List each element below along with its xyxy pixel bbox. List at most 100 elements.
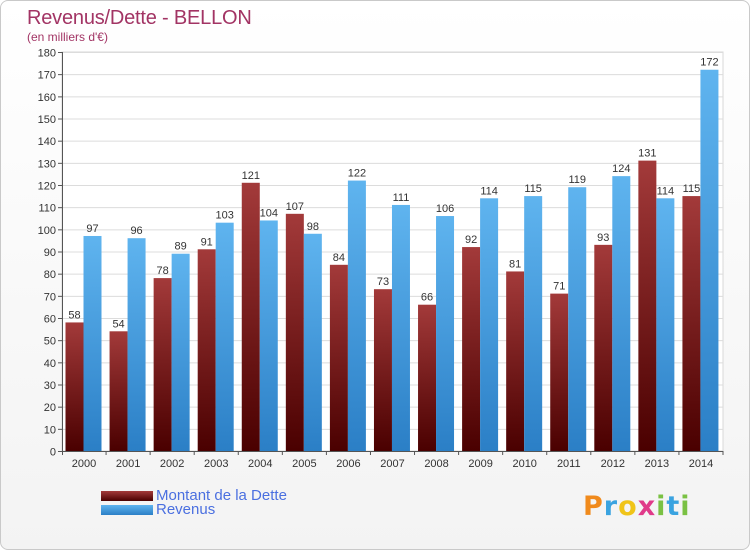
bar-revenus-2008 — [436, 216, 455, 451]
data-label-revenus-2001: 96 — [130, 225, 142, 237]
bar-dette-2012 — [594, 244, 613, 451]
bar-dette-2005 — [285, 213, 304, 451]
bar-dette-2002 — [153, 278, 172, 451]
data-label-dette-2007: 73 — [377, 276, 389, 288]
bar-revenus-2007 — [391, 204, 410, 451]
data-label-revenus-2013: 114 — [657, 185, 675, 197]
data-label-dette-2000: 58 — [68, 309, 80, 321]
y-tick-label: 120 — [38, 181, 56, 193]
data-label-dette-2006: 84 — [333, 252, 345, 264]
x-tick-label: 2011 — [557, 458, 581, 470]
logo-letter: i — [656, 491, 667, 522]
legend-label-revenus: Revenus — [156, 501, 216, 518]
logo-letter: i — [680, 491, 691, 522]
bar-revenus-2004 — [259, 220, 278, 451]
x-tick-label: 2008 — [424, 458, 448, 470]
bar-dette-2004 — [241, 182, 260, 452]
data-label-revenus-2014: 172 — [700, 57, 718, 69]
data-label-revenus-2011: 119 — [568, 174, 586, 186]
legend-swatch-revenus — [101, 505, 153, 515]
x-tick-label: 2003 — [204, 458, 228, 470]
x-tick-label: 2012 — [601, 458, 625, 470]
y-tick-label: 40 — [44, 358, 56, 370]
logo-letter: P — [583, 491, 604, 522]
data-label-dette-2014: 115 — [683, 183, 701, 195]
logo-letter: x — [637, 491, 657, 522]
legend-label-dette: Montant de la Dette — [156, 487, 287, 504]
bar-revenus-2005 — [303, 233, 322, 451]
x-tick-label: 2013 — [645, 458, 669, 470]
data-label-dette-2012: 93 — [597, 232, 609, 244]
bar-revenus-2006 — [347, 180, 366, 452]
data-label-dette-2004: 121 — [242, 170, 260, 182]
data-label-dette-2010: 81 — [509, 258, 521, 270]
data-label-dette-2001: 54 — [112, 318, 124, 330]
legend-swatch-dette — [101, 491, 153, 501]
chart-title: Revenus/Dette - BELLON — [27, 7, 252, 29]
data-label-revenus-2010: 115 — [524, 183, 542, 195]
bar-dette-2008 — [418, 304, 437, 451]
data-label-revenus-2007: 111 — [393, 192, 410, 204]
logo-letter: r — [603, 491, 619, 522]
y-tick-label: 110 — [38, 203, 56, 215]
y-tick-label: 90 — [44, 247, 56, 259]
chart-subtitle: (en milliers d'€) — [27, 30, 108, 44]
x-tick-label: 2007 — [380, 458, 404, 470]
data-label-dette-2013: 131 — [638, 148, 656, 160]
x-tick-label: 2000 — [72, 458, 96, 470]
x-tick-label: 2001 — [116, 458, 140, 470]
y-tick-label: 150 — [38, 114, 56, 126]
bar-dette-2007 — [373, 289, 392, 451]
data-label-revenus-2008: 106 — [436, 203, 454, 215]
x-tick-label: 2004 — [248, 458, 272, 470]
y-tick-label: 180 — [38, 48, 56, 60]
x-tick-label: 2002 — [160, 458, 184, 470]
y-tick-label: 70 — [44, 291, 56, 303]
bar-dette-2009 — [462, 247, 481, 451]
data-label-revenus-2012: 124 — [612, 163, 630, 175]
x-tick-label: 2005 — [292, 458, 316, 470]
data-label-revenus-2004: 104 — [260, 207, 278, 219]
data-label-revenus-2006: 122 — [348, 168, 366, 180]
bar-dette-2006 — [329, 264, 348, 451]
data-label-dette-2008: 66 — [421, 292, 433, 304]
data-label-dette-2005: 107 — [286, 201, 304, 213]
y-tick-label: 100 — [38, 225, 56, 237]
y-tick-label: 130 — [38, 158, 56, 170]
bar-dette-2011 — [550, 293, 569, 451]
bar-dette-2003 — [197, 249, 216, 451]
data-label-dette-2002: 78 — [157, 265, 169, 277]
x-tick-label: 2010 — [512, 458, 536, 470]
data-label-revenus-2002: 89 — [175, 241, 187, 253]
data-label-revenus-2003: 103 — [216, 210, 234, 222]
y-tick-label: 170 — [38, 70, 56, 82]
bar-revenus-2009 — [480, 198, 499, 451]
data-label-revenus-2000: 97 — [86, 223, 98, 235]
bar-dette-2013 — [638, 160, 657, 451]
y-tick-label: 30 — [44, 380, 56, 392]
bar-dette-2001 — [109, 331, 128, 451]
bar-dette-2014 — [682, 196, 701, 451]
y-tick-label: 50 — [44, 336, 56, 348]
data-label-dette-2003: 91 — [201, 236, 213, 248]
y-tick-label: 20 — [44, 402, 56, 414]
y-tick-label: 10 — [44, 424, 56, 436]
data-label-dette-2011: 71 — [553, 281, 565, 293]
y-tick-label: 60 — [44, 314, 56, 326]
x-tick-label: 2014 — [689, 458, 713, 470]
y-tick-label: 160 — [38, 92, 56, 104]
data-label-revenus-2005: 98 — [307, 221, 319, 233]
bar-revenus-2001 — [127, 238, 146, 451]
bar-revenus-2003 — [215, 222, 234, 451]
bar-revenus-2012 — [612, 176, 631, 451]
x-tick-label: 2006 — [336, 458, 360, 470]
y-tick-label: 140 — [38, 136, 56, 148]
bar-revenus-2010 — [524, 196, 543, 451]
bar-dette-2000 — [65, 322, 84, 451]
bar-revenus-2011 — [568, 187, 587, 451]
logo-letter: o — [618, 491, 638, 522]
bar-revenus-2013 — [656, 198, 675, 451]
bar-revenus-2002 — [171, 253, 190, 451]
